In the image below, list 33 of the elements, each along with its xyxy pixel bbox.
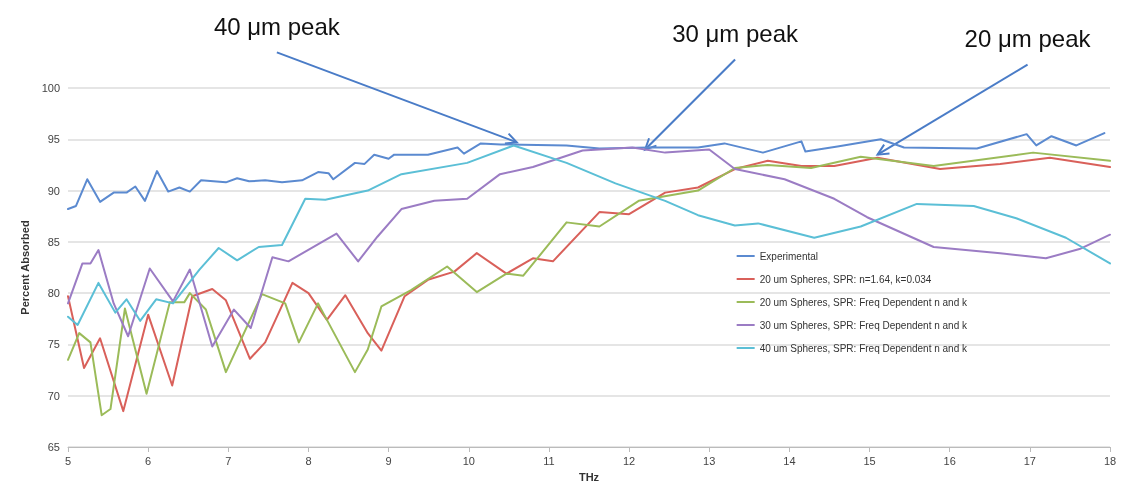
x-tick-label: 7 — [225, 454, 232, 467]
legend-label: 20 um Spheres, SPR: n=1.64, k=0.034 — [759, 273, 932, 285]
annotation: 30 μm peak — [672, 20, 800, 48]
x-tick-label: 5 — [64, 454, 72, 467]
x-tick-label: 11 — [543, 454, 555, 467]
y-tick-label: 90 — [47, 184, 60, 197]
legend-label: 40 um Spheres, SPR: Freq Dependent n and k — [759, 342, 968, 354]
y-tick-label: 75 — [47, 338, 60, 351]
y-tick-label: 80 — [47, 287, 60, 300]
x-tick-label: 13 — [703, 454, 716, 467]
y-tick-label: 95 — [47, 133, 60, 146]
y-tick-label: 100 — [41, 82, 60, 94]
annotation: 20 μm peak — [964, 25, 1092, 53]
y-axis-title: Percent Absorbed — [18, 220, 31, 315]
y-tick-label: 65 — [47, 441, 60, 453]
legend-label: 20 um Spheres, SPR: Freq Dependent n and k — [759, 296, 968, 308]
x-tick-label: 18 — [1103, 454, 1117, 467]
x-tick-label: 6 — [145, 454, 152, 467]
x-tick-label: 15 — [863, 454, 876, 467]
y-tick-label: 70 — [47, 389, 60, 402]
x-axis-title: THz — [578, 470, 600, 483]
y-tick-label: 85 — [47, 235, 60, 248]
line-series — [67, 132, 1106, 211]
x-tick-label: 8 — [305, 454, 312, 467]
x-tick-label: 16 — [943, 454, 956, 467]
x-tick-label: 10 — [462, 454, 475, 467]
x-tick-label: 14 — [783, 454, 796, 467]
x-tick-label: 17 — [1023, 454, 1036, 467]
legend-label: Experimental — [759, 250, 819, 262]
annotation: 40 μm peak — [213, 12, 341, 40]
legend-label: 30 um Spheres, SPR: Freq Dependent n and k — [759, 319, 968, 331]
x-tick-label: 12 — [622, 454, 636, 467]
x-tick-label: 9 — [385, 454, 392, 467]
